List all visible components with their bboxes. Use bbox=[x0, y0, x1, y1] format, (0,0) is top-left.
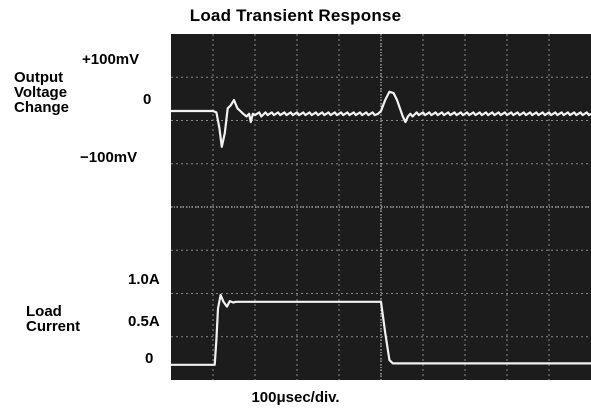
channel-2-tick-label: 0.5A bbox=[128, 313, 160, 330]
channel-2-tick-label: 1.0A bbox=[128, 271, 160, 288]
load-current-trace bbox=[171, 293, 591, 366]
time-base-label: 100μsec/div. bbox=[251, 389, 340, 406]
channel-1-tick-label: 0 bbox=[143, 91, 152, 108]
channel-2-tick-label: 0 bbox=[145, 350, 154, 367]
output-voltage-trace bbox=[171, 90, 591, 148]
chart-title: Load Transient Response bbox=[189, 6, 402, 25]
channel-1-tick-label: +100mV bbox=[82, 51, 140, 68]
channel-2-label: Load Current bbox=[26, 303, 81, 335]
channel-1-label: Output Voltage Change bbox=[14, 69, 70, 116]
channel-1-tick-label: −100mV bbox=[80, 149, 138, 166]
